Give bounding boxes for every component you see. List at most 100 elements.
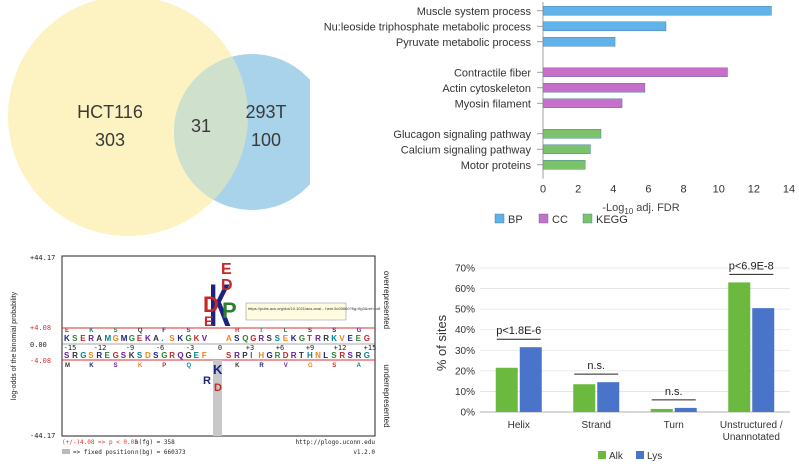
plogo-residue: K (138, 363, 143, 369)
plogo-residue-k2: K (213, 362, 223, 377)
plogo-residue: G (129, 334, 135, 343)
plogo-residue: S (234, 334, 240, 343)
plogo-residue: G (308, 363, 313, 369)
plogo-position-label: -12 (94, 344, 107, 352)
plogo-residue: Q (177, 351, 183, 360)
plogo-residue: S (187, 328, 191, 334)
plogo-residue: T (307, 334, 312, 343)
ss-x-tick-label: Helix (508, 420, 530, 431)
enrichment-legend-swatch (538, 213, 549, 224)
plogo-residue: V (339, 334, 345, 343)
plogo-residue: R (234, 351, 240, 360)
plogo-residue: E (194, 351, 200, 360)
enrichment-x-tick-label: 10 (713, 184, 725, 196)
plogo-residue: Q (187, 363, 192, 369)
plogo-y-top: +44.17 (30, 254, 55, 262)
ss-y-tick-label: 0% (461, 408, 476, 419)
plogo-residue: R (315, 334, 321, 343)
enrichment-bar (542, 144, 591, 154)
plogo-residue: S (267, 334, 273, 343)
plogo-residue: K (194, 334, 200, 343)
enrichment-bar (542, 37, 616, 47)
venn-overlap-count: 31 (191, 116, 211, 136)
venn-right-label: 293T (245, 102, 286, 122)
plogo-fixed-position-column (213, 360, 222, 436)
plogo-residue: E (137, 334, 143, 343)
plogo-residue: P (162, 363, 166, 369)
plogo-residue: A (226, 334, 232, 343)
plogo-footer-fixed-swatch (62, 449, 70, 454)
plogo-position-label: +3 (246, 344, 254, 352)
plogo-residue: A (96, 334, 102, 343)
ss-bar (752, 308, 775, 412)
enrichment-legend-label: BP (508, 214, 523, 226)
plogo-residue: T (299, 351, 304, 360)
venn-right-count: 100 (251, 130, 281, 150)
enrichment-x-tick-label: 8 (681, 184, 687, 196)
plogo-residue: D (283, 351, 289, 360)
plogo-residue: Q (242, 334, 248, 343)
plogo-y-threshold-neg: -4.08 (30, 357, 51, 365)
plogo-residue: M (105, 334, 112, 343)
plogo-residue: S (308, 328, 312, 334)
enrichment-category-label: Contractile fiber (454, 67, 531, 79)
enrichment-x-tick-label: 0 (540, 184, 546, 196)
plogo-residue: R (88, 334, 94, 343)
plogo-central-residues: K E D D E P K R D (203, 261, 237, 394)
enrichment-legend-label: KEGG (596, 214, 628, 226)
plogo-residue: T (259, 328, 263, 334)
plogo-footer-fixed: => fixed position (73, 449, 135, 456)
enrichment-category-label: Nu​:leoside triphosphate metabolic proce… (324, 21, 532, 33)
enrichment-legend-swatch (582, 213, 593, 224)
plogo-residue: D (145, 351, 151, 360)
plogo-residue: S (114, 328, 118, 334)
ss-bar (674, 407, 697, 412)
plogo-residue: R (258, 334, 264, 343)
plogo-y-zero: 0.00 (30, 341, 47, 349)
plogo-residue: S (88, 351, 94, 360)
ss-bar (728, 282, 751, 412)
plogo-residue: G (250, 334, 256, 343)
plogo-residue-d-top: D (221, 277, 233, 294)
plogo-residue: I (250, 351, 252, 360)
plogo-residue: G (357, 328, 362, 334)
plogo-position-label: -6 (156, 344, 164, 352)
plogo-residue: G (186, 334, 192, 343)
enrichment-x-axis-label: -Log10 adj. FDR (602, 202, 679, 216)
plogo-position-label: +6 (276, 344, 284, 352)
plogo-panel: log-odds of the binomial probability +44… (0, 246, 395, 466)
plogo-residue: L (323, 351, 328, 360)
plogo-residue: R (275, 351, 281, 360)
plogo-residue: A (357, 363, 362, 369)
ss-y-tick-label: 40% (455, 325, 475, 336)
plogo-residue: G (161, 351, 167, 360)
plogo-tooltip-text: https://pubs.acs.org/doi/10.1021/acs.ana… (248, 306, 381, 311)
plogo-residue: G (80, 351, 86, 360)
plogo-residue: G (267, 351, 273, 360)
ss-legend-swatch (636, 451, 644, 459)
plogo-residue: F (162, 328, 166, 334)
plogo-residue: K (235, 363, 240, 369)
ss-x-tick-label: Strand (582, 420, 611, 431)
plogo-residue-k: K (209, 273, 231, 340)
plogo-residue: V (284, 363, 288, 369)
ss-x-tick-label: Unstructured / (720, 420, 783, 431)
plogo-residue: K (331, 334, 337, 343)
plogo-y-bottom: -44.17 (30, 432, 55, 440)
plogo-residue-e-top: E (221, 261, 232, 278)
plogo-residue: K (89, 328, 94, 334)
plogo-residue: S (331, 351, 337, 360)
ss-bar (495, 367, 518, 412)
ss-y-tick-label: 10% (455, 387, 475, 398)
plogo-residue: R (356, 351, 362, 360)
enrichment-x-tick-label: 2 (575, 184, 581, 196)
plogo-residue: K (129, 351, 135, 360)
ss-y-tick-label: 50% (455, 305, 475, 316)
plogo-residue: V (202, 334, 208, 343)
plogo-residue: N (315, 351, 321, 360)
plogo-residue-d: D (203, 292, 219, 317)
plogo-y-threshold-pos: +4.08 (30, 324, 51, 332)
enrichment-bar (542, 83, 646, 93)
ss-y-tick-label: 20% (455, 366, 475, 377)
plogo-position-label: -9 (126, 344, 134, 352)
